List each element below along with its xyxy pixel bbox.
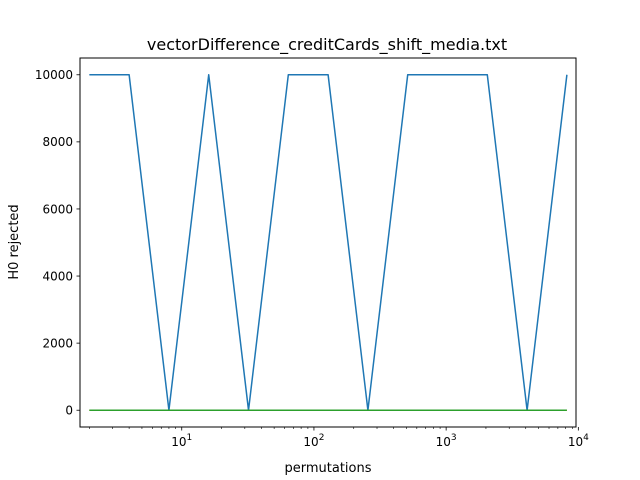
y-tick-label: 6000: [42, 202, 73, 216]
y-axis-ticks: 0 2000 4000 6000 8000 10000: [35, 68, 80, 418]
x-tick-exponent: 1: [187, 433, 193, 443]
x-tick-exponent: 4: [583, 433, 589, 443]
y-tick-label: 0: [65, 404, 73, 418]
y-tick-label: 10000: [35, 68, 73, 82]
x-axis-ticks: 101 102 103 104: [89, 427, 589, 449]
x-tick-base: 10: [568, 435, 583, 449]
x-tick-label: 101: [171, 433, 192, 449]
x-tick-base: 10: [303, 435, 318, 449]
y-tick-label: 2000: [42, 336, 73, 350]
chart-title: vectorDifference_creditCards_shift_media…: [147, 35, 507, 55]
x-tick-label: 103: [436, 433, 457, 449]
x-tick-base: 10: [171, 435, 186, 449]
plot-background: [80, 58, 576, 427]
axes-frame: [79, 57, 577, 428]
series-layer: [89, 74, 568, 411]
x-tick-label: 104: [568, 433, 589, 449]
x-tick-exponent: 3: [451, 433, 457, 443]
x-tick-base: 10: [436, 435, 451, 449]
y-tick-label: 4000: [42, 269, 73, 283]
x-tick-exponent: 2: [319, 433, 325, 443]
x-axis-label: permutations: [284, 461, 371, 476]
y-axis-label: H0 rejected: [7, 204, 22, 279]
x-tick-label: 102: [303, 433, 324, 449]
y-tick-label: 8000: [42, 135, 73, 149]
